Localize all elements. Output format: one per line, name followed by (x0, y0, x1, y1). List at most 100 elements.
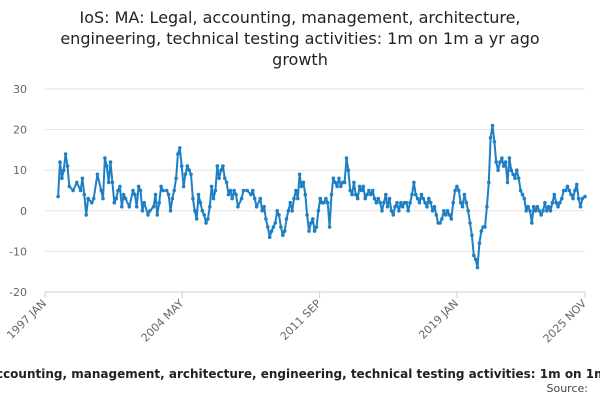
data-point[interactable] (318, 196, 323, 201)
data-point[interactable] (567, 188, 572, 193)
data-point[interactable] (563, 188, 568, 193)
data-point[interactable] (430, 209, 435, 213)
data-point[interactable] (219, 168, 223, 172)
data-point[interactable] (157, 200, 161, 205)
data-point[interactable] (121, 192, 126, 197)
data-point[interactable] (449, 217, 454, 221)
data-point[interactable] (252, 196, 257, 201)
data-point[interactable] (168, 209, 173, 213)
data-point[interactable] (191, 196, 195, 201)
data-point[interactable] (576, 196, 581, 201)
data-point[interactable] (384, 192, 388, 197)
data-point[interactable] (346, 168, 351, 172)
data-point[interactable] (511, 172, 515, 177)
data-point[interactable] (307, 229, 311, 233)
data-point[interactable] (196, 192, 201, 197)
data-point[interactable] (382, 200, 386, 205)
data-point[interactable] (479, 229, 484, 233)
data-point[interactable] (91, 196, 96, 201)
data-point[interactable] (65, 164, 70, 168)
data-point[interactable] (105, 164, 109, 168)
data-point[interactable] (80, 176, 85, 181)
data-point[interactable] (303, 192, 308, 197)
data-point[interactable] (518, 188, 523, 193)
data-point[interactable] (277, 213, 281, 217)
data-point[interactable] (370, 188, 375, 193)
data-point[interactable] (215, 164, 220, 168)
data-point[interactable] (179, 164, 184, 168)
data-point[interactable] (522, 196, 527, 201)
data-point[interactable] (535, 204, 540, 209)
data-point[interactable] (530, 221, 534, 225)
data-point[interactable] (560, 196, 564, 201)
data-point[interactable] (333, 180, 338, 185)
data-point[interactable] (239, 196, 244, 201)
data-point[interactable] (367, 188, 371, 193)
data-point[interactable] (503, 160, 508, 164)
data-point[interactable] (258, 196, 263, 201)
data-point[interactable] (509, 168, 513, 172)
data-point[interactable] (114, 196, 118, 201)
data-point[interactable] (269, 229, 274, 233)
data-point[interactable] (131, 188, 135, 193)
data-point[interactable] (501, 164, 506, 168)
data-point[interactable] (292, 196, 296, 201)
data-point[interactable] (297, 172, 302, 177)
data-point[interactable] (515, 168, 519, 172)
data-point[interactable] (539, 213, 543, 217)
data-point[interactable] (75, 180, 79, 185)
data-point[interactable] (146, 213, 150, 217)
data-point[interactable] (294, 188, 298, 193)
data-point[interactable] (569, 192, 573, 197)
data-point[interactable] (314, 225, 319, 229)
data-point[interactable] (82, 192, 87, 197)
data-point[interactable] (103, 156, 107, 160)
data-point[interactable] (61, 168, 66, 172)
data-point[interactable] (507, 156, 512, 160)
data-point[interactable] (187, 168, 191, 172)
data-point[interactable] (487, 180, 491, 185)
data-point[interactable] (496, 168, 500, 172)
data-point[interactable] (322, 200, 326, 205)
data-point[interactable] (363, 196, 368, 201)
data-point[interactable] (374, 200, 379, 205)
data-point[interactable] (531, 204, 536, 209)
data-point[interactable] (86, 196, 90, 201)
data-point[interactable] (554, 200, 558, 205)
data-point[interactable] (108, 160, 113, 164)
data-point[interactable] (335, 184, 339, 189)
data-point[interactable] (181, 184, 186, 189)
data-point[interactable] (348, 188, 353, 193)
data-point[interactable] (311, 217, 315, 221)
data-point[interactable] (309, 221, 313, 225)
data-point[interactable] (475, 265, 480, 270)
data-point[interactable] (440, 217, 444, 221)
data-point[interactable] (234, 192, 238, 197)
data-point[interactable] (281, 233, 285, 237)
data-point[interactable] (266, 225, 270, 229)
data-point[interactable] (412, 180, 416, 185)
data-point[interactable] (185, 164, 190, 168)
data-point[interactable] (155, 213, 160, 217)
data-point[interactable] (208, 204, 212, 209)
data-point[interactable] (490, 123, 495, 128)
data-point[interactable] (176, 152, 180, 156)
data-point[interactable] (236, 204, 240, 209)
data-point[interactable] (378, 200, 383, 205)
data-point[interactable] (183, 172, 188, 177)
data-point[interactable] (106, 180, 111, 185)
data-point[interactable] (254, 204, 259, 209)
data-point[interactable] (524, 209, 528, 213)
data-point[interactable] (245, 188, 249, 193)
data-point[interactable] (552, 192, 557, 197)
data-point[interactable] (580, 196, 585, 201)
data-point[interactable] (120, 204, 124, 209)
data-point[interactable] (550, 200, 555, 205)
data-point[interactable] (404, 200, 409, 205)
data-point[interactable] (153, 192, 158, 197)
data-point[interactable] (477, 241, 482, 246)
data-point[interactable] (202, 213, 206, 217)
data-point[interactable] (174, 176, 178, 181)
data-point[interactable] (492, 140, 497, 144)
data-point[interactable] (528, 209, 532, 213)
